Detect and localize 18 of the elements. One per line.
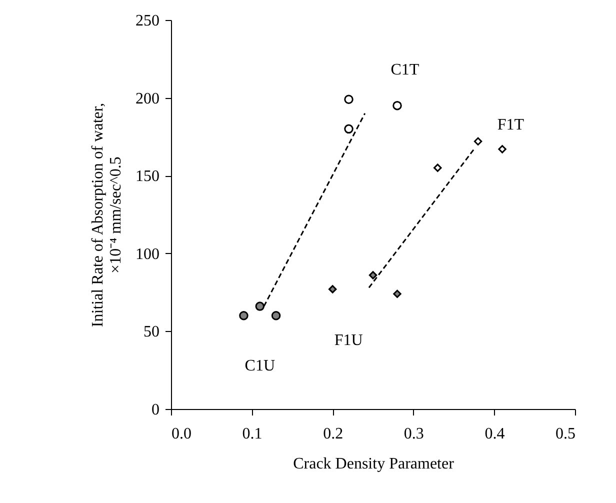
text: F1U	[334, 332, 364, 349]
y-tick-label: 150	[136, 168, 160, 186]
series-label: F1T	[497, 116, 524, 134]
x-tick-label: 0.2	[323, 426, 344, 442]
y-tick-label: 50	[144, 324, 160, 341]
y-tick-label: 100	[136, 246, 160, 263]
y-tick-label: 200	[136, 90, 160, 108]
x-tick-label: 0.3	[404, 426, 424, 442]
x-tick-label: 0.5	[556, 426, 576, 442]
y-axis-title: Initial Rate of Absorption of water, ×10⁻⁴ mm/sec^0.5	[90, 102, 124, 328]
x-tick-label: 0.1	[242, 426, 262, 442]
y-tick-label: 0	[152, 402, 160, 418]
text: C1U	[244, 358, 276, 375]
x-axis-title: Crack Density Parameter	[293, 456, 455, 472]
series-label: C1T	[390, 61, 420, 78]
x-tick-label: 0.0	[172, 426, 192, 442]
x-tick-label: 0.4	[484, 426, 505, 442]
y-tick-label: 250	[136, 12, 160, 30]
